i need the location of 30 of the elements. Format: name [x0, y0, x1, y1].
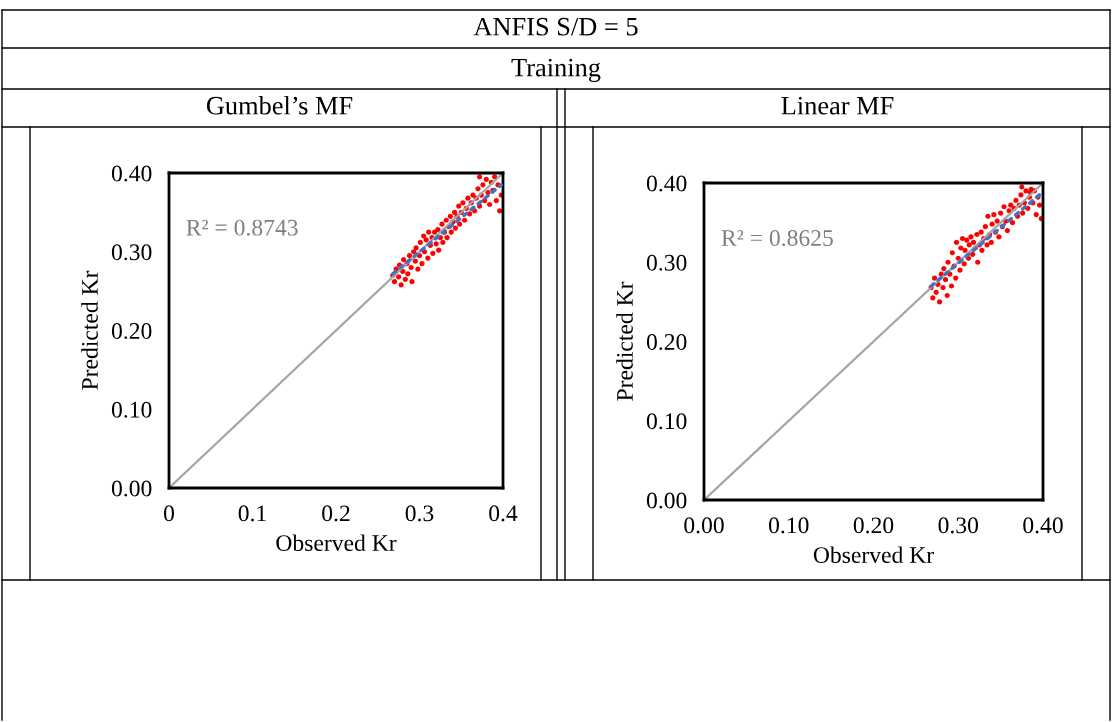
x-tick-label: 0 — [164, 505, 174, 522]
y-tick-label: 0.10 — [646, 413, 687, 430]
x-tick-label: 0.00 — [684, 517, 724, 534]
y-axis-title: Predicted Kr — [81, 270, 98, 390]
y-tick-label: 0.10 — [111, 401, 152, 418]
y-tick-label: 0.40 — [646, 175, 687, 192]
x-tick-label: 0.40 — [1023, 517, 1063, 534]
y-tick-label: 0.00 — [646, 492, 687, 509]
y-tick-label: 0.30 — [646, 254, 687, 271]
chart-title: Gumbel’s MF — [206, 96, 353, 115]
chart-title: Linear MF — [781, 96, 894, 115]
annotation: R² = 0.8625 — [721, 230, 833, 247]
y-tick-label: 0.00 — [111, 480, 152, 497]
x-tick-label: 0.30 — [938, 517, 979, 534]
y-tick-label: 0.40 — [111, 165, 152, 182]
x-tick-label: 0.2 — [322, 505, 350, 522]
x-tick-label: 0.10 — [768, 517, 809, 534]
y-tick-label: 0.20 — [646, 333, 687, 351]
annotation: R² = 0.8743 — [186, 219, 298, 236]
y-tick-label: 0.20 — [111, 322, 152, 340]
x-tick-label: 0.4 — [489, 505, 518, 522]
x-axis-title: Observed Kr — [276, 534, 397, 552]
x-tick-label: 0.3 — [405, 505, 434, 522]
x-tick-label: 0.20 — [853, 517, 894, 534]
y-axis-title: Predicted Kr — [616, 281, 633, 401]
y-tick-label: 0.30 — [111, 244, 152, 261]
text: ANFIS S/D = 5 — [473, 17, 638, 36]
x-tick-label: 0.1 — [238, 505, 266, 522]
x-axis-title: Observed Kr — [813, 546, 934, 564]
text: Training — [511, 58, 601, 82]
